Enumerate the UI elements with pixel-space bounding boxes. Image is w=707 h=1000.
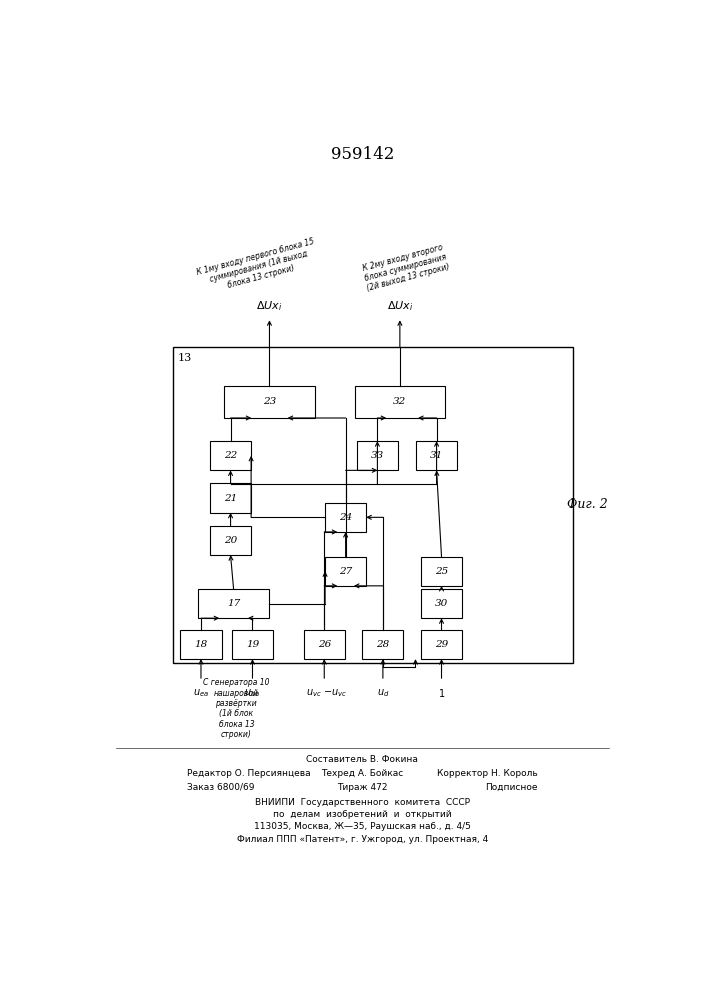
Text: 26: 26: [317, 640, 331, 649]
Text: $\Delta Ux_i$: $\Delta Ux_i$: [256, 299, 283, 312]
Text: Подписное: Подписное: [485, 783, 538, 792]
Text: 33: 33: [370, 451, 384, 460]
Bar: [325, 557, 366, 586]
Text: 20: 20: [224, 536, 237, 545]
Text: 13: 13: [177, 353, 192, 363]
Text: 22: 22: [224, 451, 237, 460]
Text: 24: 24: [339, 513, 352, 522]
Text: 18: 18: [194, 640, 208, 649]
Text: 23: 23: [263, 397, 276, 406]
Bar: [210, 483, 251, 513]
Text: 30: 30: [435, 599, 448, 608]
Bar: [304, 630, 345, 659]
Text: Техред А. Бойкас: Техред А. Бойкас: [321, 769, 404, 778]
Bar: [355, 386, 445, 418]
Text: $u_{ea}$: $u_{ea}$: [193, 687, 209, 699]
Text: $u_d$: $u_d$: [377, 687, 389, 699]
Bar: [421, 589, 462, 618]
Text: Заказ 6800/69: Заказ 6800/69: [187, 783, 255, 792]
Text: $-u_{vc}$: $-u_{vc}$: [322, 687, 346, 699]
Text: по  делам  изобретений  и  открытий: по делам изобретений и открытий: [273, 810, 452, 819]
Bar: [421, 630, 462, 659]
Text: 21: 21: [224, 494, 237, 503]
Text: 27: 27: [339, 567, 352, 576]
Text: 32: 32: [393, 397, 407, 406]
Bar: [357, 441, 398, 470]
Text: Редактор О. Персиянцева: Редактор О. Персиянцева: [187, 769, 310, 778]
Text: $1$: $1$: [438, 687, 445, 699]
Text: Филиал ППП «Патент», г. Ужгород, ул. Проектная, 4: Филиал ППП «Патент», г. Ужгород, ул. Про…: [237, 835, 488, 844]
Text: Составитель В. Фокина: Составитель В. Фокина: [306, 755, 419, 764]
Text: Тираж 472: Тираж 472: [337, 783, 387, 792]
Text: С генератора 10
нашаровой
развёртки
(1й блок
блока 13
строки): С генератора 10 нашаровой развёртки (1й …: [203, 678, 269, 739]
Text: 25: 25: [435, 567, 448, 576]
Text: К 2му входу второго
блока суммирования
(2й выход 13 строки): К 2му входу второго блока суммирования (…: [360, 242, 450, 293]
Bar: [210, 441, 251, 470]
Bar: [210, 526, 251, 555]
Text: $u_{vc}$: $u_{vc}$: [306, 687, 322, 699]
Text: 113035, Москва, Ж—35, Раушская наб., д. 4/5: 113035, Москва, Ж—35, Раушская наб., д. …: [254, 822, 471, 831]
Bar: [224, 386, 315, 418]
Bar: [416, 441, 457, 470]
Bar: [198, 589, 269, 618]
Text: 29: 29: [435, 640, 448, 649]
Text: Корректор Н. Король: Корректор Н. Король: [437, 769, 538, 778]
Bar: [421, 557, 462, 586]
Text: 959142: 959142: [331, 146, 394, 163]
Bar: [363, 630, 404, 659]
Bar: [325, 503, 366, 532]
Bar: [173, 347, 573, 663]
Text: Фиг. 2: Фиг. 2: [566, 498, 607, 512]
Text: $u_{ba}$: $u_{ba}$: [245, 687, 261, 699]
Text: 19: 19: [246, 640, 259, 649]
Bar: [180, 630, 221, 659]
Text: 28: 28: [376, 640, 390, 649]
Bar: [232, 630, 273, 659]
Text: К 1му входу первого блока 15
суммирования (1й выход
блока 13 строки): К 1му входу первого блока 15 суммировани…: [196, 237, 321, 297]
Text: $\Delta Ux_i$: $\Delta Ux_i$: [387, 299, 413, 312]
Text: 17: 17: [227, 599, 240, 608]
Text: 31: 31: [430, 451, 443, 460]
Text: ВНИИПИ  Государственного  комитета  СССР: ВНИИПИ Государственного комитета СССР: [255, 798, 470, 807]
